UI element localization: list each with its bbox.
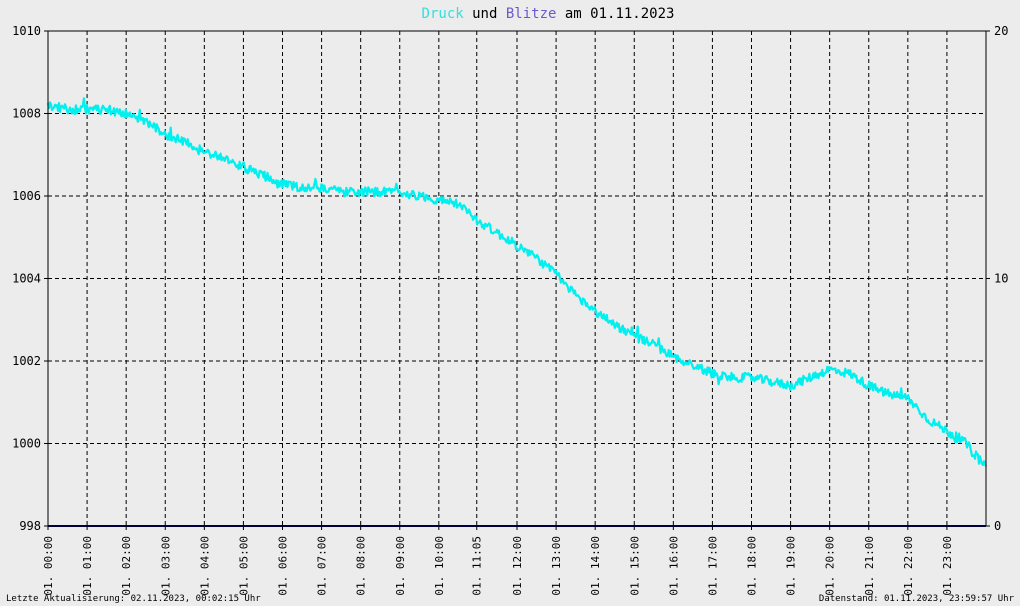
y-axis-ticks: 998 1000 1002 1004 1006 1008 1010 — [12, 24, 48, 533]
footer-data-status: Datenstand: 01.11.2023, 23:59:57 Uhr — [819, 594, 1015, 604]
y-tick-label: 1006 — [12, 189, 41, 203]
y2-tick-label: 10 — [994, 272, 1008, 286]
x-tick-label: 01. 18:00 — [746, 536, 759, 596]
x-tick-label: 01. 21:00 — [863, 536, 876, 596]
y-tick-label: 1010 — [12, 24, 41, 38]
y-tick-label: 1004 — [12, 272, 41, 286]
y2-tick-label: 20 — [994, 24, 1008, 38]
x-tick-label: 01. 14:00 — [589, 536, 602, 596]
x-tick-label: 01. 12:00 — [511, 536, 524, 596]
y-tick-label: 998 — [19, 519, 41, 533]
y2-tick-label: 0 — [994, 519, 1001, 533]
chart-title: Druck und Blitze am 01.11.2023 — [422, 6, 675, 22]
x-tick-label: 01. 22:00 — [902, 536, 915, 596]
x-tick-label: 01. 09:00 — [394, 536, 407, 596]
series-line-druck — [46, 97, 988, 467]
y-tick-label: 1008 — [12, 107, 41, 121]
x-tick-label: 01. 16:00 — [667, 536, 680, 596]
x-tick-label: 01. 06:00 — [277, 536, 290, 596]
x-tick-label: 01. 07:00 — [316, 536, 329, 596]
x-tick-label: 01. 04:00 — [198, 536, 211, 596]
chart-title-part: Blitze — [506, 6, 557, 22]
y-tick-label: 1002 — [12, 354, 41, 368]
y2-axis-ticks: 0 10 20 — [986, 24, 1008, 533]
x-tick-label: 01. 17:00 — [706, 536, 719, 596]
footer-last-update: Letzte Aktualisierung: 02.11.2023, 00:02… — [6, 594, 261, 604]
x-tick-label: 01. 23:00 — [941, 536, 954, 596]
x-tick-label: 01. 19:00 — [785, 536, 798, 596]
chart-title-part: am 01.11.2023 — [556, 6, 674, 22]
y-tick-label: 1000 — [12, 437, 41, 451]
x-tick-label: 01. 02:00 — [120, 536, 133, 596]
chart-title-part: und — [464, 6, 506, 22]
x-tick-label: 01. 03:00 — [159, 536, 172, 596]
x-tick-label: 01. 10:00 — [433, 536, 446, 596]
x-tick-label: 01. 15:00 — [628, 536, 641, 596]
x-tick-label: 01. 13:00 — [550, 536, 563, 596]
chart-title-part: Druck — [422, 6, 465, 22]
grid — [48, 31, 986, 526]
x-tick-label: 01. 08:00 — [355, 536, 368, 596]
x-tick-label: 01. 00:00 — [42, 536, 55, 596]
x-tick-label: 01. 11:05 — [471, 536, 484, 596]
x-tick-label: 01. 20:00 — [824, 536, 837, 596]
x-tick-label: 01. 05:00 — [237, 536, 250, 596]
x-axis-ticks: 01. 00:00 01. 01:00 01. 02:00 01. 03:00 01. … — [42, 526, 954, 596]
x-tick-label: 01. 01:00 — [81, 536, 94, 596]
